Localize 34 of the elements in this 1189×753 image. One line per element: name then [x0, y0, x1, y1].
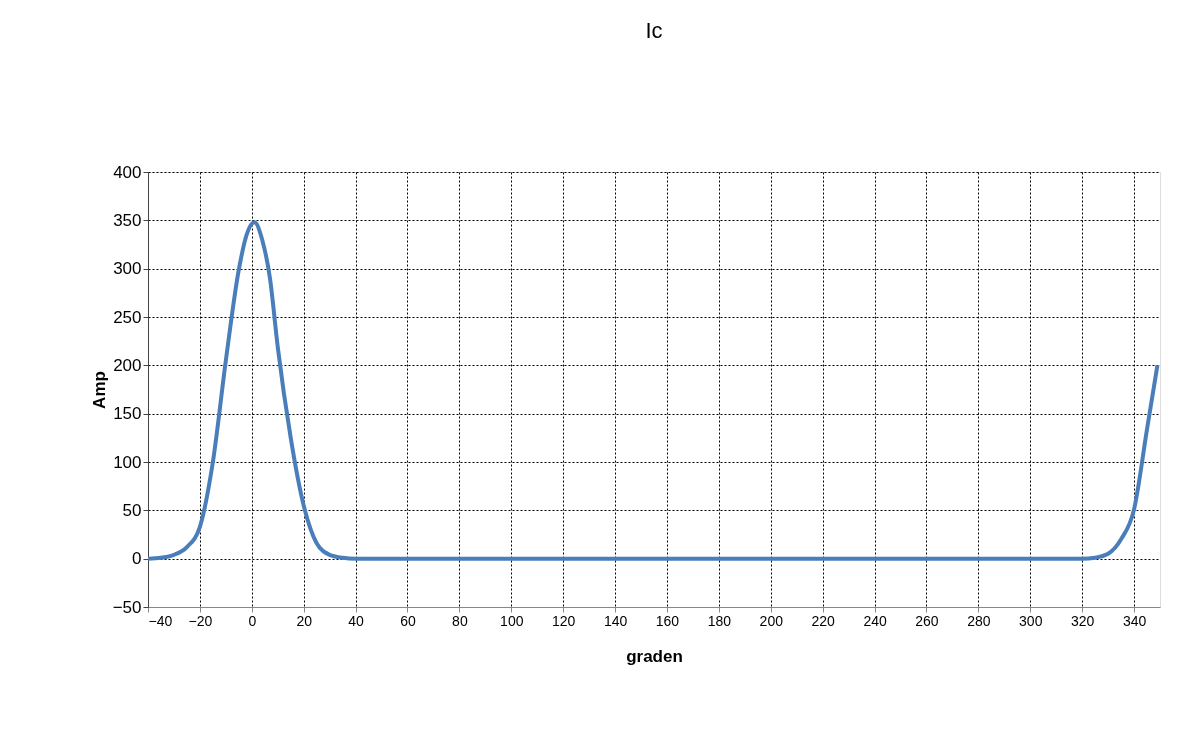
line-series: [148, 220, 1160, 561]
y-tick-label: −50: [112, 597, 142, 617]
y-tick-label: 400: [113, 162, 142, 182]
x-tick-label: 220: [811, 612, 836, 629]
y-tick-label: 250: [113, 307, 142, 327]
y-tick-label: 100: [113, 452, 142, 472]
x-tick-label: 160: [655, 612, 680, 629]
y-tick-label: 200: [113, 355, 142, 375]
x-tick-label: 280: [967, 612, 991, 629]
y-axis-title: Amp: [89, 371, 109, 409]
x-tick-label: 20: [296, 612, 313, 629]
x-tick-label: 60: [400, 612, 416, 629]
x-tick-label: 40: [348, 612, 365, 629]
x-tick-label: 120: [552, 612, 576, 629]
y-tick-label: 300: [113, 259, 142, 279]
x-tick-label: 100: [500, 612, 524, 629]
y-tick-label: 0: [132, 549, 142, 569]
x-tick-label: 300: [1019, 612, 1043, 629]
y-tick-label: 50: [122, 500, 142, 520]
x-tick-label: 140: [603, 612, 628, 629]
x-tick-label: 180: [707, 612, 732, 629]
x-tick-label: 200: [759, 612, 784, 629]
x-tick-label: 340: [1122, 612, 1147, 629]
y-tick-label: 350: [113, 210, 142, 230]
x-axis-title: graden: [626, 646, 683, 666]
chart-title: Ic: [645, 18, 663, 43]
x-tick-label: 80: [452, 612, 468, 629]
x-tick-label: 260: [915, 612, 939, 629]
x-tick-label: −20: [188, 612, 213, 629]
y-tick-label: 150: [113, 404, 142, 424]
x-tick-label: −40: [148, 612, 173, 629]
x-tick-label: 320: [1070, 612, 1095, 629]
x-tick-label: 0: [248, 612, 257, 629]
x-tick-label: 240: [863, 612, 887, 629]
